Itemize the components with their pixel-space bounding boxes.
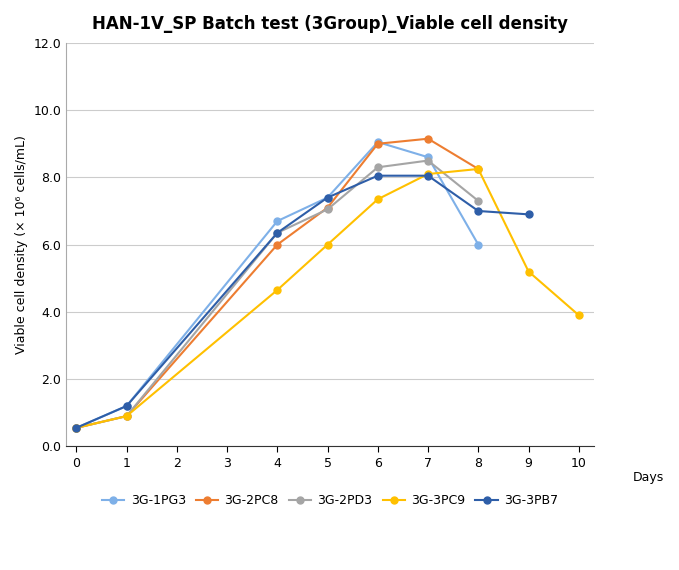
- Line: 3G-2PD3: 3G-2PD3: [73, 157, 482, 431]
- 3G-1PG3: [323, 194, 331, 201]
- 3G-2PD3: [323, 206, 331, 213]
- Text: Days: Days: [633, 471, 664, 484]
- 3G-3PC9: [373, 196, 382, 203]
- Line: 3G-3PB7: 3G-3PB7: [73, 172, 532, 431]
- 3G-2PC8: [323, 204, 331, 211]
- 3G-3PC9: [474, 165, 482, 172]
- 3G-3PB7: [474, 207, 482, 214]
- 3G-2PD3: [122, 413, 130, 420]
- 3G-1PG3: [474, 241, 482, 248]
- 3G-3PB7: [424, 172, 432, 179]
- 3G-2PC8: [122, 413, 130, 420]
- 3G-3PC9: [323, 241, 331, 248]
- 3G-3PC9: [424, 170, 432, 177]
- 3G-2PD3: [373, 164, 382, 170]
- 3G-2PD3: [474, 197, 482, 204]
- 3G-3PB7: [524, 211, 532, 218]
- 3G-1PG3: [122, 402, 130, 409]
- 3G-1PG3: [273, 218, 281, 225]
- 3G-1PG3: [373, 139, 382, 145]
- 3G-3PC9: [72, 425, 80, 431]
- 3G-2PD3: [72, 425, 80, 431]
- 3G-3PC9: [524, 268, 532, 275]
- Y-axis label: Viable cell density (× 10⁶ cells/mL): Viable cell density (× 10⁶ cells/mL): [15, 135, 28, 354]
- 3G-2PC8: [474, 165, 482, 172]
- 3G-2PC8: [424, 135, 432, 142]
- 3G-2PC8: [72, 425, 80, 431]
- Line: 3G-3PC9: 3G-3PC9: [73, 165, 583, 431]
- 3G-3PB7: [72, 425, 80, 431]
- Title: HAN-1V_SP Batch test (3Group)_Viable cell density: HAN-1V_SP Batch test (3Group)_Viable cel…: [92, 15, 568, 33]
- 3G-3PB7: [122, 402, 130, 409]
- 3G-1PG3: [72, 425, 80, 431]
- 3G-2PC8: [373, 140, 382, 147]
- Line: 3G-2PC8: 3G-2PC8: [73, 135, 482, 431]
- 3G-3PC9: [273, 287, 281, 294]
- 3G-2PD3: [424, 157, 432, 164]
- 3G-2PD3: [273, 230, 281, 237]
- 3G-1PG3: [424, 154, 432, 161]
- 3G-3PC9: [574, 312, 583, 319]
- 3G-2PC8: [273, 241, 281, 248]
- Legend: 3G-1PG3, 3G-2PC8, 3G-2PD3, 3G-3PC9, 3G-3PB7: 3G-1PG3, 3G-2PC8, 3G-2PD3, 3G-3PC9, 3G-3…: [97, 489, 564, 512]
- Line: 3G-1PG3: 3G-1PG3: [73, 139, 482, 431]
- 3G-3PC9: [122, 413, 130, 420]
- 3G-3PB7: [323, 194, 331, 201]
- 3G-3PB7: [373, 172, 382, 179]
- 3G-3PB7: [273, 230, 281, 237]
